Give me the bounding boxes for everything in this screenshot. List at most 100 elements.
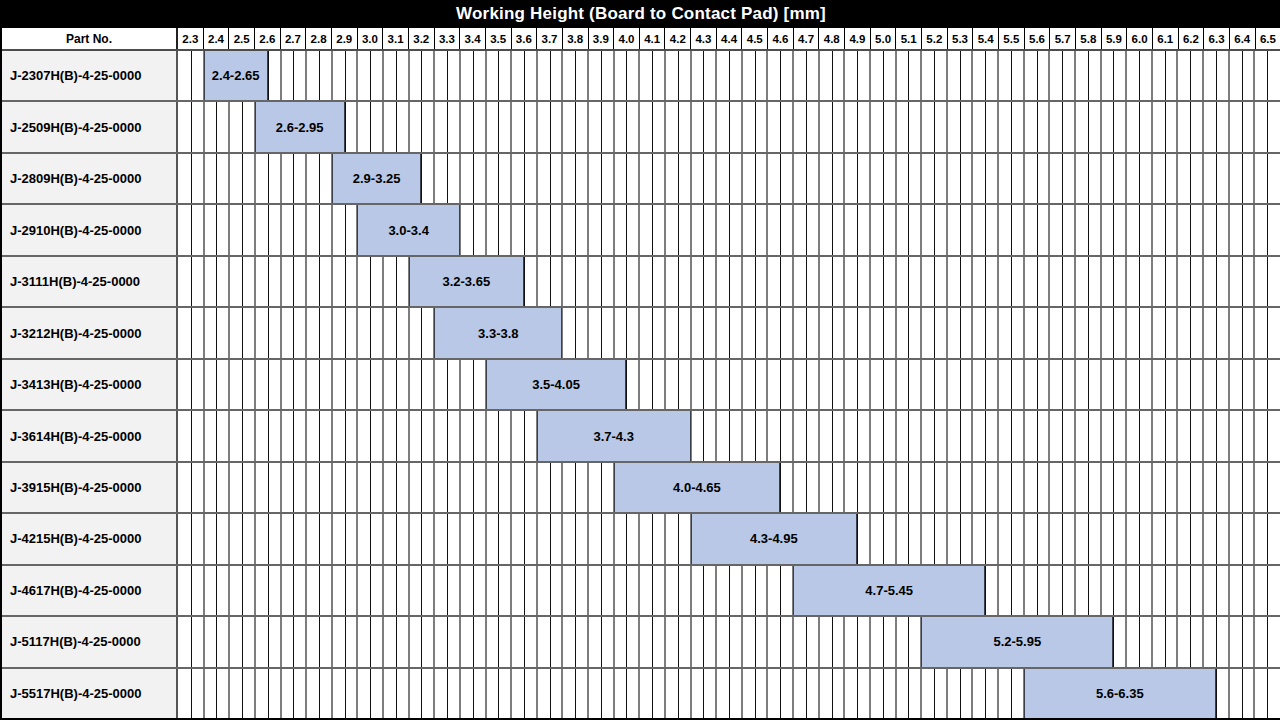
gridline-major xyxy=(305,360,307,409)
gridline-minor xyxy=(1216,360,1217,409)
gridline-minor xyxy=(780,51,781,100)
gridline-major xyxy=(485,669,487,718)
gridline-major xyxy=(690,566,692,615)
gridline-minor xyxy=(550,463,551,512)
gridline-major xyxy=(305,154,307,203)
range-bar-label: 2.6-2.95 xyxy=(276,120,324,135)
gridline-major xyxy=(766,102,768,151)
gridline-major xyxy=(715,566,717,615)
gridline-minor xyxy=(421,669,422,718)
gridline-major xyxy=(536,669,538,718)
gridline-major xyxy=(433,51,435,100)
gridline-minor xyxy=(755,154,756,203)
gridline-minor xyxy=(550,566,551,615)
gridline-minor xyxy=(473,154,474,203)
gridline-major xyxy=(280,463,282,512)
gridline-major xyxy=(305,617,307,666)
gridline-minor xyxy=(626,205,627,254)
gridline-minor xyxy=(985,514,986,563)
axis-tick: 4.4 xyxy=(717,28,743,49)
gridline-major xyxy=(228,257,230,306)
gridline-major xyxy=(1253,154,1255,203)
gridline-minor xyxy=(242,308,243,357)
gridline-major xyxy=(1253,205,1255,254)
gridline-major xyxy=(1023,308,1025,357)
gridline-minor xyxy=(832,102,833,151)
gridline-minor xyxy=(1088,463,1089,512)
gridline-major xyxy=(1202,566,1204,615)
gridline-minor xyxy=(345,257,346,306)
gridline-major xyxy=(664,617,666,666)
gridline-minor xyxy=(293,51,294,100)
gridline-major xyxy=(228,463,230,512)
gridline-minor xyxy=(268,360,269,409)
gridline-major xyxy=(690,51,692,100)
gridline-minor xyxy=(575,51,576,100)
gridline-minor xyxy=(780,308,781,357)
gridline-major xyxy=(1228,411,1230,460)
part-no-cell: J-5517H(B)-4-25-0000 xyxy=(2,669,178,718)
gridline-major xyxy=(1074,102,1076,151)
gridline-minor xyxy=(1062,463,1063,512)
gridline-minor xyxy=(678,205,679,254)
gridline-major xyxy=(1100,411,1102,460)
gridline-minor xyxy=(806,205,807,254)
gridline-major xyxy=(690,205,692,254)
gridline-minor xyxy=(242,154,243,203)
gridline-minor xyxy=(1267,669,1268,718)
range-bar-label: 5.2-5.95 xyxy=(993,634,1041,649)
gridline-major xyxy=(228,360,230,409)
rows-container: J-2307H(B)-4-25-00002.4-2.65J-2509H(B)-4… xyxy=(2,51,1280,720)
gridline-minor xyxy=(1242,205,1243,254)
table-row: J-2307H(B)-4-25-00002.4-2.65 xyxy=(2,51,1280,102)
gridline-minor xyxy=(550,669,551,718)
gridline-major xyxy=(1100,154,1102,203)
gridline-major xyxy=(690,617,692,666)
gridline-minor xyxy=(908,669,909,718)
table-row: J-5117H(B)-4-25-00005.2-5.95 xyxy=(2,617,1280,668)
part-no-cell: J-4617H(B)-4-25-0000 xyxy=(2,566,178,615)
gridline-major xyxy=(305,463,307,512)
gridline-minor xyxy=(729,411,730,460)
gridline-major xyxy=(587,257,589,306)
gridline-minor xyxy=(780,566,781,615)
gridline-major xyxy=(331,257,333,306)
gridline-major xyxy=(1023,102,1025,151)
axis-tick: 3.3 xyxy=(435,28,461,49)
gridline-minor xyxy=(883,514,884,563)
gridline-minor xyxy=(601,205,602,254)
range-bar: 4.7-5.45 xyxy=(793,566,985,615)
gridline-minor xyxy=(857,514,858,563)
gridline-minor xyxy=(1242,154,1243,203)
gridline-major xyxy=(1074,308,1076,357)
gridline-major xyxy=(741,257,743,306)
gridline-minor xyxy=(242,205,243,254)
gridline-major xyxy=(1100,205,1102,254)
gridline-major xyxy=(280,308,282,357)
gridline-major xyxy=(997,411,999,460)
gridline-major xyxy=(1202,308,1204,357)
gridline-major xyxy=(843,205,845,254)
gridline-major xyxy=(818,411,820,460)
gridline-minor xyxy=(550,51,551,100)
gridline-major xyxy=(869,669,871,718)
gridline-minor xyxy=(345,360,346,409)
gridline-major xyxy=(561,669,563,718)
gridline-major xyxy=(997,257,999,306)
gridline-minor xyxy=(268,669,269,718)
gridline-major xyxy=(1176,617,1178,666)
gridline-minor xyxy=(626,257,627,306)
gridline-major xyxy=(561,154,563,203)
range-bar: 2.6-2.95 xyxy=(255,102,345,151)
gridline-minor xyxy=(960,308,961,357)
gridline-minor xyxy=(908,205,909,254)
gridline-major xyxy=(1228,463,1230,512)
gridline-minor xyxy=(550,514,551,563)
gridline-major xyxy=(792,669,794,718)
table-row: J-3111H(B)-4-25-00003.2-3.65 xyxy=(2,257,1280,308)
gridline-major xyxy=(280,360,282,409)
gridline-major xyxy=(587,617,589,666)
gridline-minor xyxy=(1216,102,1217,151)
gridline-minor xyxy=(268,205,269,254)
gridline-major xyxy=(1151,514,1153,563)
